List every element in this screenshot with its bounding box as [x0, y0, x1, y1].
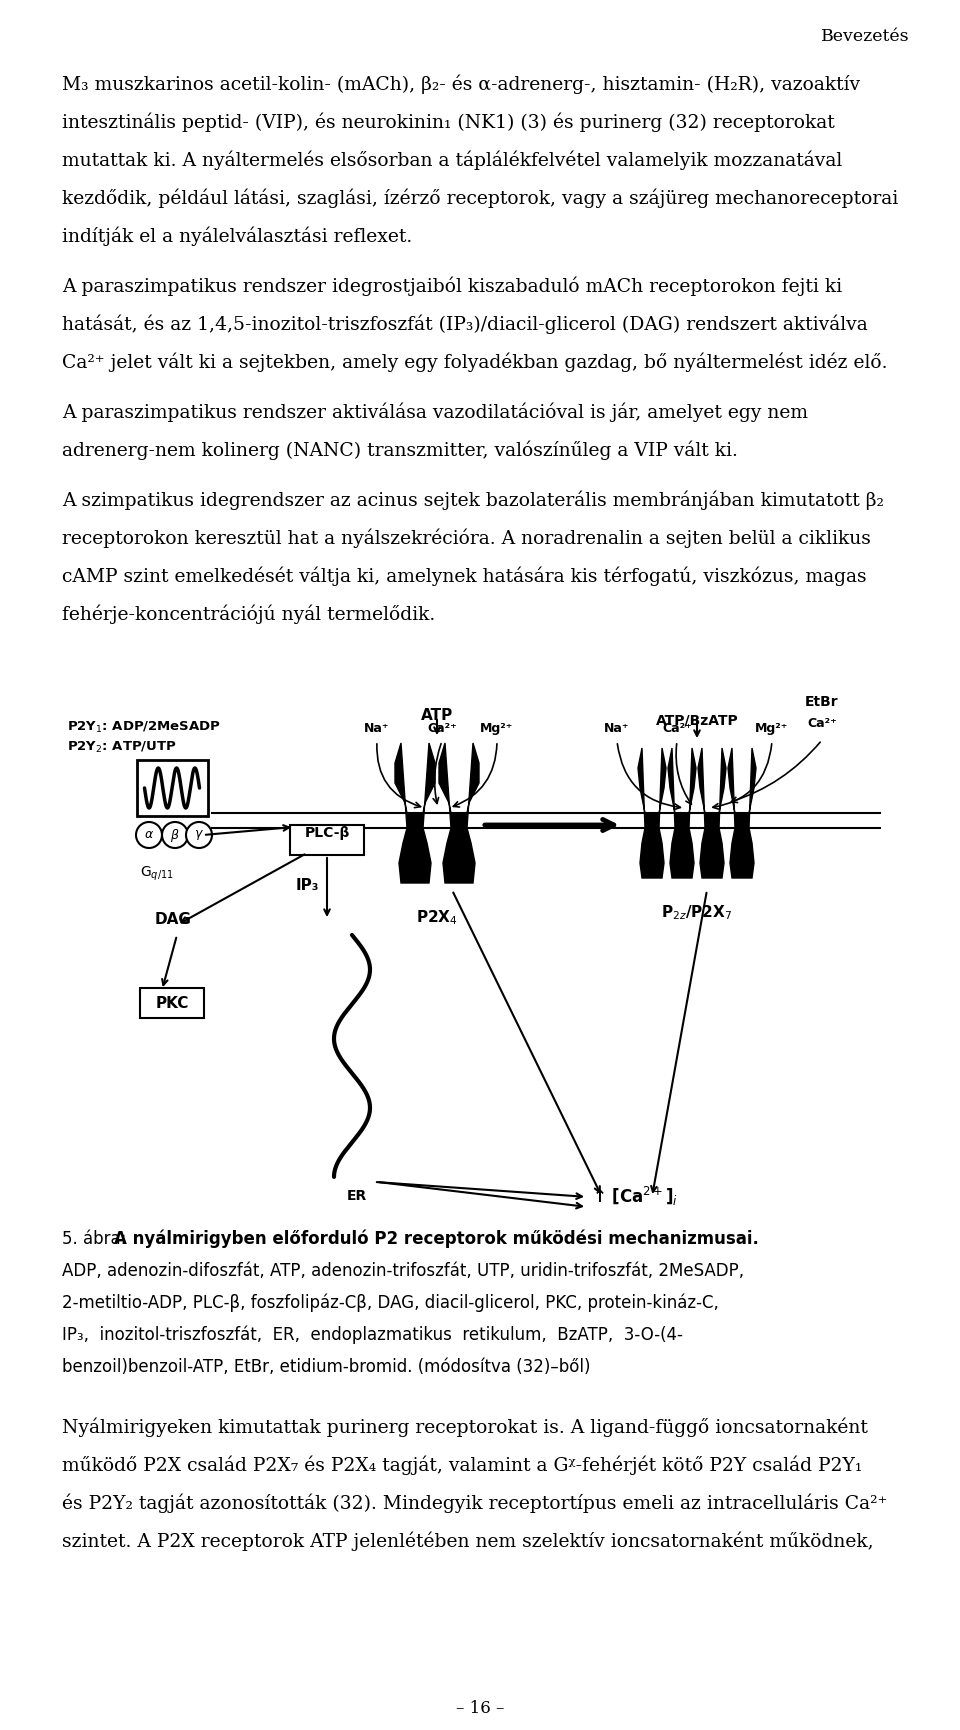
Text: ↑ [Ca$^{2+}$]$_i$: ↑ [Ca$^{2+}$]$_i$ — [592, 1185, 678, 1209]
Text: A szimpatikus idegrendszer az acinus sejtek bazolaterális membránjában kimutatot: A szimpatikus idegrendszer az acinus sej… — [62, 491, 884, 510]
Text: indítják el a nyálelválasztási reflexet.: indítják el a nyálelválasztási reflexet. — [62, 227, 412, 246]
Polygon shape — [638, 747, 666, 879]
Circle shape — [136, 822, 162, 848]
Text: 2-metiltio-ADP, PLC-β, foszfolipáz-Cβ, DAG, diacil-glicerol, PKC, protein-kináz-: 2-metiltio-ADP, PLC-β, foszfolipáz-Cβ, D… — [62, 1294, 719, 1313]
Polygon shape — [439, 742, 479, 882]
Text: PLC-β: PLC-β — [304, 825, 349, 841]
Text: receptorokon keresztül hat a nyálszekrécióra. A noradrenalin a sejten belül a ci: receptorokon keresztül hat a nyálszekréc… — [62, 529, 871, 548]
Text: intesztinális peptid- (VIP), és neurokinin₁ (NK1) (3) és purinerg (32) receptoro: intesztinális peptid- (VIP), és neurokin… — [62, 112, 835, 133]
Text: Ca²⁺ jelet vált ki a sejtekben, amely egy folyadékban gazdag, bő nyáltermelést i: Ca²⁺ jelet vált ki a sejtekben, amely eg… — [62, 353, 887, 372]
Text: $\alpha$: $\alpha$ — [144, 829, 154, 841]
Text: és P2Y₂ tagját azonosították (32). Mindegyik receptortípus emeli az intracellulá: és P2Y₂ tagját azonosították (32). Minde… — [62, 1495, 887, 1514]
Text: Bevezetés: Bevezetés — [822, 28, 910, 45]
Text: DAG: DAG — [155, 912, 192, 927]
Text: A nyálmirigyben előforduló P2 receptorok működési mechanizmusai.: A nyálmirigyben előforduló P2 receptorok… — [114, 1230, 758, 1249]
Text: A paraszimpatikus rendszer aktiválása vazodilatációval is jár, amelyet egy nem: A paraszimpatikus rendszer aktiválása va… — [62, 403, 808, 422]
Text: A paraszimpatikus rendszer idegrostjaiból kiszabaduló mACh receptorokon fejti ki: A paraszimpatikus rendszer idegrostjaibó… — [62, 277, 842, 296]
FancyBboxPatch shape — [290, 825, 364, 855]
Text: Ca²⁺: Ca²⁺ — [662, 721, 692, 735]
Text: működő P2X család P2X₇ és P2X₄ tagját, valamint a Gᵡ-fehérjét kötő P2Y család P2: működő P2X család P2X₇ és P2X₄ tagját, v… — [62, 1457, 862, 1476]
Text: $\beta$: $\beta$ — [170, 827, 180, 844]
Text: ER: ER — [347, 1189, 367, 1202]
Polygon shape — [668, 747, 696, 879]
Text: benzoil)benzoil-ATP, EtBr, etidium-bromid. (módosítva (32)–ből): benzoil)benzoil-ATP, EtBr, etidium-bromi… — [62, 1358, 590, 1375]
Text: PKC: PKC — [156, 995, 189, 1010]
Polygon shape — [395, 742, 435, 882]
Text: P$_{2z}$/P2X$_7$: P$_{2z}$/P2X$_7$ — [661, 903, 732, 922]
Text: Na⁺: Na⁺ — [364, 721, 390, 735]
Text: cAMP szint emelkedését váltja ki, amelynek hatására kis térfogatú, viszkózus, ma: cAMP szint emelkedését váltja ki, amelyn… — [62, 567, 867, 586]
Text: Mg²⁺: Mg²⁺ — [756, 721, 789, 735]
Text: Na⁺: Na⁺ — [604, 721, 630, 735]
Text: adrenerg-nem kolinerg (NANC) transzmitter, valószínűleg a VIP vált ki.: adrenerg-nem kolinerg (NANC) transzmitte… — [62, 441, 738, 460]
Text: mutattak ki. A nyáltermelés elsősorban a táplálékfelvétel valamelyik mozzanatáva: mutattak ki. A nyáltermelés elsősorban a… — [62, 151, 842, 171]
Text: kezdődik, például látási, szaglási, ízérző receptorok, vagy a szájüreg mechanore: kezdődik, például látási, szaglási, ízér… — [62, 189, 899, 209]
Polygon shape — [698, 747, 726, 879]
FancyBboxPatch shape — [140, 988, 204, 1017]
Text: $\gamma$: $\gamma$ — [194, 829, 204, 843]
Text: G$_{q/11}$: G$_{q/11}$ — [140, 865, 174, 884]
Text: P2Y$_1$: ADP/2MeSADP: P2Y$_1$: ADP/2MeSADP — [67, 720, 221, 735]
Text: EtBr: EtBr — [805, 695, 839, 709]
Text: IP₃: IP₃ — [296, 877, 319, 893]
Text: P2X$_4$: P2X$_4$ — [416, 908, 458, 927]
Text: Ca²⁺: Ca²⁺ — [427, 721, 457, 735]
Text: ATP: ATP — [420, 708, 453, 723]
Text: Ca²⁺: Ca²⁺ — [807, 716, 837, 730]
Text: P2Y$_2$: ATP/UTP: P2Y$_2$: ATP/UTP — [67, 740, 177, 754]
Text: fehérje-koncentrációjú nyál termelődik.: fehérje-koncentrációjú nyál termelődik. — [62, 606, 435, 625]
Text: szintet. A P2X receptorok ATP jelenlétében nem szelektív ioncsatornaként működne: szintet. A P2X receptorok ATP jelenlétéb… — [62, 1531, 874, 1552]
Text: 5. ábra:: 5. ábra: — [62, 1230, 132, 1247]
Circle shape — [186, 822, 212, 848]
Circle shape — [162, 822, 188, 848]
Text: ATP/BzATP: ATP/BzATP — [656, 713, 738, 727]
Text: ADP, adenozin-difoszfát, ATP, adenozin-trifoszfát, UTP, uridin-trifoszfát, 2MeSA: ADP, adenozin-difoszfát, ATP, adenozin-t… — [62, 1261, 744, 1280]
Text: M₃ muszkarinos acetil-kolin- (mACh), β₂- és α-adrenerg-, hisztamin- (H₂R), vazoa: M₃ muszkarinos acetil-kolin- (mACh), β₂-… — [62, 74, 860, 95]
Text: Mg²⁺: Mg²⁺ — [480, 721, 514, 735]
Text: hatását, és az 1,4,5-inozitol-triszfoszfát (IP₃)/diacil-glicerol (DAG) rendszert: hatását, és az 1,4,5-inozitol-triszfoszf… — [62, 315, 868, 334]
Text: Nyálmirigyeken kimutattak purinerg receptorokat is. A ligand-függő ioncsatornaké: Nyálmirigyeken kimutattak purinerg recep… — [62, 1419, 868, 1438]
Polygon shape — [728, 747, 756, 879]
Text: – 16 –: – 16 – — [456, 1701, 504, 1716]
Text: IP₃,  inozitol-triszfoszfát,  ER,  endoplazmatikus  retikulum,  BzATP,  3-O-(4-: IP₃, inozitol-triszfoszfát, ER, endoplaz… — [62, 1325, 683, 1344]
